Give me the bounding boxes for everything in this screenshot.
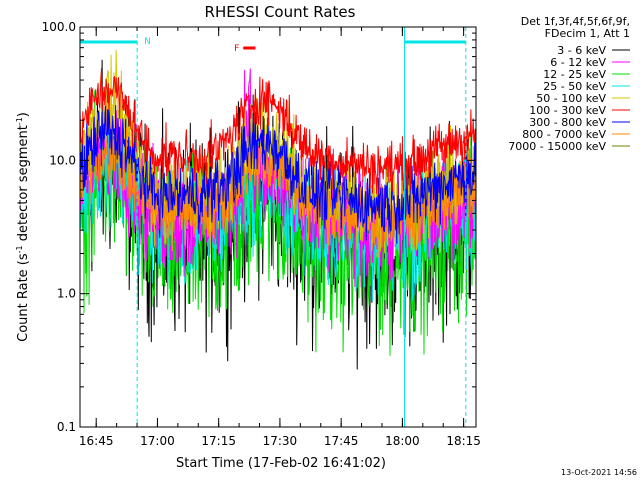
legend-label: 7000 - 15000 keV: [508, 140, 606, 153]
legend-header-line-2: FDecim 1, Att 1: [545, 27, 630, 40]
x-tick-label: 17:00: [140, 434, 175, 448]
x-tick-label: 16:45: [79, 434, 114, 448]
legend-label: 3 - 6 keV: [557, 44, 606, 57]
legend-label: 6 - 12 keV: [550, 56, 606, 69]
legend-header-line-1: Det 1f,3f,4f,5f,6f,9f,: [521, 15, 630, 28]
legend-label: 50 - 100 keV: [536, 92, 606, 105]
night-marker-label: N: [144, 37, 151, 47]
x-axis-label: Start Time (17-Feb-02 16:41:02): [176, 456, 386, 471]
legend-label: 100 - 300 keV: [529, 104, 606, 117]
x-tick-label: 18:00: [385, 434, 420, 448]
plot-frame: [79, 26, 477, 428]
x-tick-label: 18:15: [446, 434, 481, 448]
y-axis-label-end: ): [16, 112, 31, 117]
y-tick-label: 10.0: [49, 153, 76, 167]
flare-marker-label: F: [234, 44, 239, 54]
tick-layer: 16:45 17:00 17:15 17:30 17:45 18:00 18:15 100.0…: [42, 20, 481, 448]
series-line-100-300-kev: [79, 67, 477, 195]
chart-title: RHESSI Count Rates: [205, 3, 356, 21]
legend-label: 25 - 50 keV: [543, 80, 606, 93]
y-axis-label-sup2: -1: [15, 117, 24, 125]
y-tick-label: 0.1: [57, 420, 76, 434]
y-tick-label: 1.0: [57, 287, 76, 301]
series-layer: [79, 50, 477, 370]
y-tick-label: 100.0: [42, 20, 76, 34]
y-axis-label-rest: detector segment: [16, 125, 31, 245]
x-tick-label: 17:15: [201, 434, 236, 448]
y-axis-label: Count Rate (s-1 detector segment-1): [15, 112, 31, 342]
series-line-300-800-kev: [79, 105, 477, 244]
x-tick-label: 17:30: [263, 434, 298, 448]
legend-label: 800 - 7000 keV: [522, 128, 606, 141]
timestamp: 13-Oct-2021 14:56: [561, 468, 637, 477]
legend-label: 12 - 25 keV: [543, 68, 606, 81]
x-tick-label: 17:45: [324, 434, 359, 448]
legend-label: 300 - 800 keV: [529, 116, 606, 129]
y-axis-label-main: Count Rate (s: [16, 253, 31, 342]
y-axis-label-sup: -1: [15, 245, 24, 253]
legend: Det 1f,3f,4f,5f,6f,9f, FDecim 1, Att 1 3…: [508, 15, 630, 153]
